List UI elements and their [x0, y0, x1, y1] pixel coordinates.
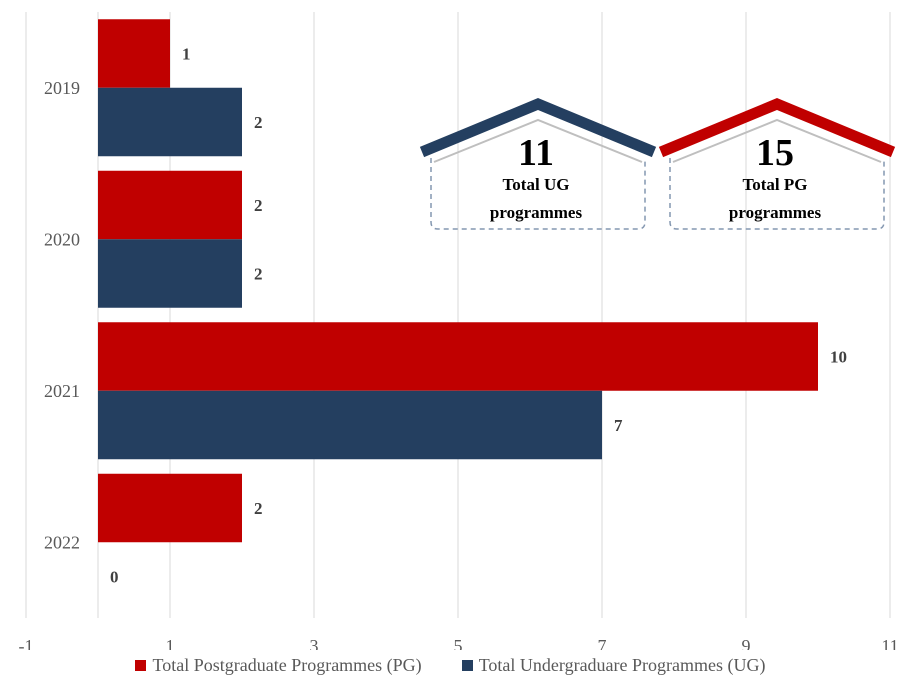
- bar-ug-2019: [98, 87, 242, 157]
- callout-number: 15: [756, 132, 794, 174]
- data-label-ug-2022: 0: [110, 568, 119, 587]
- callout-dashed-box: [430, 158, 646, 230]
- legend-item-pg: Total Postgraduate Programmes (PG): [135, 650, 422, 680]
- callout-line1: Total PG: [742, 175, 807, 194]
- bar-pg-2021: [98, 322, 818, 391]
- callout-roof: [419, 98, 657, 158]
- x-tick-label: 9: [742, 636, 751, 650]
- y-tick-label: 2020: [44, 229, 80, 249]
- bar-ug-2021: [98, 390, 602, 460]
- data-label-pg-2019: 1: [182, 45, 191, 64]
- legend-label-pg: Total Postgraduate Programmes (PG): [152, 654, 422, 675]
- x-tick-label: 11: [881, 636, 898, 650]
- x-tick-label: 1: [166, 636, 175, 650]
- callout-inner-roof: [433, 118, 643, 163]
- chart-legend: Total Postgraduate Programmes (PG) Total…: [0, 650, 901, 680]
- bar-pg-2022: [98, 473, 242, 543]
- callout-line2: programmes: [490, 203, 583, 222]
- x-tick-label: -1: [19, 636, 34, 650]
- x-tick-label: 7: [598, 636, 607, 650]
- x-tick-label: 3: [310, 636, 319, 650]
- x-axis-labels: -1 1 3 5 7 9 11: [19, 636, 899, 650]
- y-tick-label: 2019: [44, 78, 80, 98]
- y-tick-label: 2021: [44, 381, 80, 401]
- callout-number: 11: [518, 132, 554, 174]
- x-tick-label: 5: [454, 636, 463, 650]
- chart-bars: [98, 19, 818, 543]
- data-label-ug-2019: 2: [254, 113, 263, 132]
- callout-line1: Total UG: [503, 175, 570, 194]
- y-axis-labels: 2019 2020 2021 2022: [44, 78, 80, 553]
- legend-swatch-pg: [135, 659, 147, 671]
- data-label-pg-2020: 2: [254, 196, 263, 215]
- callout-roof: [658, 98, 896, 158]
- legend-label-ug: Total Undergraduare Programmes (UG): [478, 654, 766, 675]
- y-tick-label: 2022: [44, 532, 80, 552]
- callout-dashed-box: [669, 158, 885, 230]
- legend-swatch-ug: [461, 659, 473, 671]
- data-label-pg-2021: 10: [830, 348, 847, 367]
- bar-ug-2020: [98, 239, 242, 308]
- chart-data-labels: 1 2 2 2 10 7 2 0: [110, 45, 847, 587]
- callout-inner-roof: [672, 118, 882, 163]
- bar-pg-2020: [98, 170, 242, 240]
- bar-pg-2019: [98, 19, 170, 88]
- data-label-pg-2022: 2: [254, 499, 263, 518]
- data-label-ug-2020: 2: [254, 265, 263, 284]
- data-label-ug-2021: 7: [614, 416, 623, 435]
- callout-line2: programmes: [729, 203, 822, 222]
- legend-item-ug: Total Undergraduare Programmes (UG): [461, 650, 766, 680]
